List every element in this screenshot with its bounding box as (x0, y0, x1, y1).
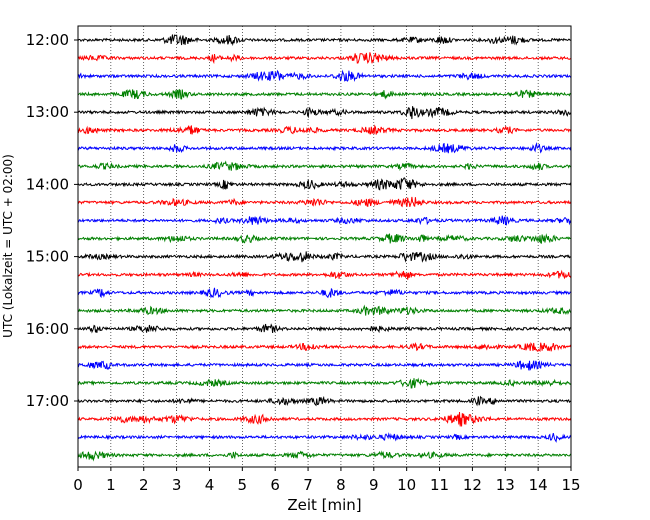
x-tick-label: 15 (561, 476, 580, 494)
y-tick-label: 17:00 (26, 392, 69, 410)
trace-row-22 (77, 412, 572, 427)
x-tick-label: 0 (73, 476, 83, 494)
trace-row-5 (77, 106, 572, 120)
x-tick-label: 13 (496, 476, 515, 494)
trace-row-21 (77, 395, 572, 407)
x-tick-label: 3 (172, 476, 182, 494)
y-axis: 12:00 13:00 14:00 15:00 16:00 17:00 (26, 31, 78, 410)
y-axis-title: UTC (Lokalzeit = UTC + 02:00) (1, 154, 15, 338)
trace-row-11 (77, 215, 572, 226)
trace-row-23 (77, 432, 572, 443)
x-tick-label: 1 (106, 476, 116, 494)
plot-frame (77, 25, 572, 468)
trace-row-14 (77, 269, 572, 280)
y-tick-label: 12:00 (26, 31, 69, 49)
x-axis-title: Zeit [min] (287, 496, 361, 514)
x-axis: 0 1 2 3 4 5 6 7 8 9 10 11 12 13 14 15 (73, 467, 581, 494)
trace-row-15 (77, 287, 572, 299)
trace-row-16 (77, 304, 572, 316)
trace-row-8 (77, 160, 572, 171)
trace-row-24 (77, 450, 572, 462)
trace-row-12 (77, 233, 571, 244)
x-tick-label: 8 (336, 476, 346, 494)
x-tick-label: 9 (369, 476, 379, 494)
y-tick-label: 13:00 (26, 103, 69, 121)
trace-row-7 (77, 142, 572, 154)
x-tick-label: 4 (205, 476, 215, 494)
x-tick-label: 10 (397, 476, 416, 494)
y-tick-label: 15:00 (26, 248, 69, 266)
trace-row-13 (77, 251, 571, 263)
y-tick-label: 14:00 (26, 175, 69, 193)
seismic-traces (77, 34, 572, 462)
trace-row-9 (77, 177, 572, 191)
trace-row-6 (77, 124, 572, 135)
trace-row-18 (77, 342, 572, 352)
x-tick-label: 12 (463, 476, 482, 494)
x-tick-label: 7 (303, 476, 313, 494)
trace-row-17 (77, 323, 571, 334)
trace-row-19 (77, 360, 572, 371)
x-tick-label: 5 (238, 476, 248, 494)
trace-row-1 (77, 34, 571, 47)
y-tick-label: 16:00 (26, 320, 69, 338)
x-tick-label: 14 (529, 476, 548, 494)
trace-row-3 (77, 69, 572, 82)
x-tick-label: 6 (270, 476, 280, 494)
x-tick-label: 11 (430, 476, 449, 494)
trace-row-4 (77, 88, 572, 100)
trace-row-10 (77, 196, 572, 208)
trace-row-20 (77, 377, 572, 389)
trace-row-2 (77, 52, 571, 65)
x-tick-label: 2 (139, 476, 149, 494)
